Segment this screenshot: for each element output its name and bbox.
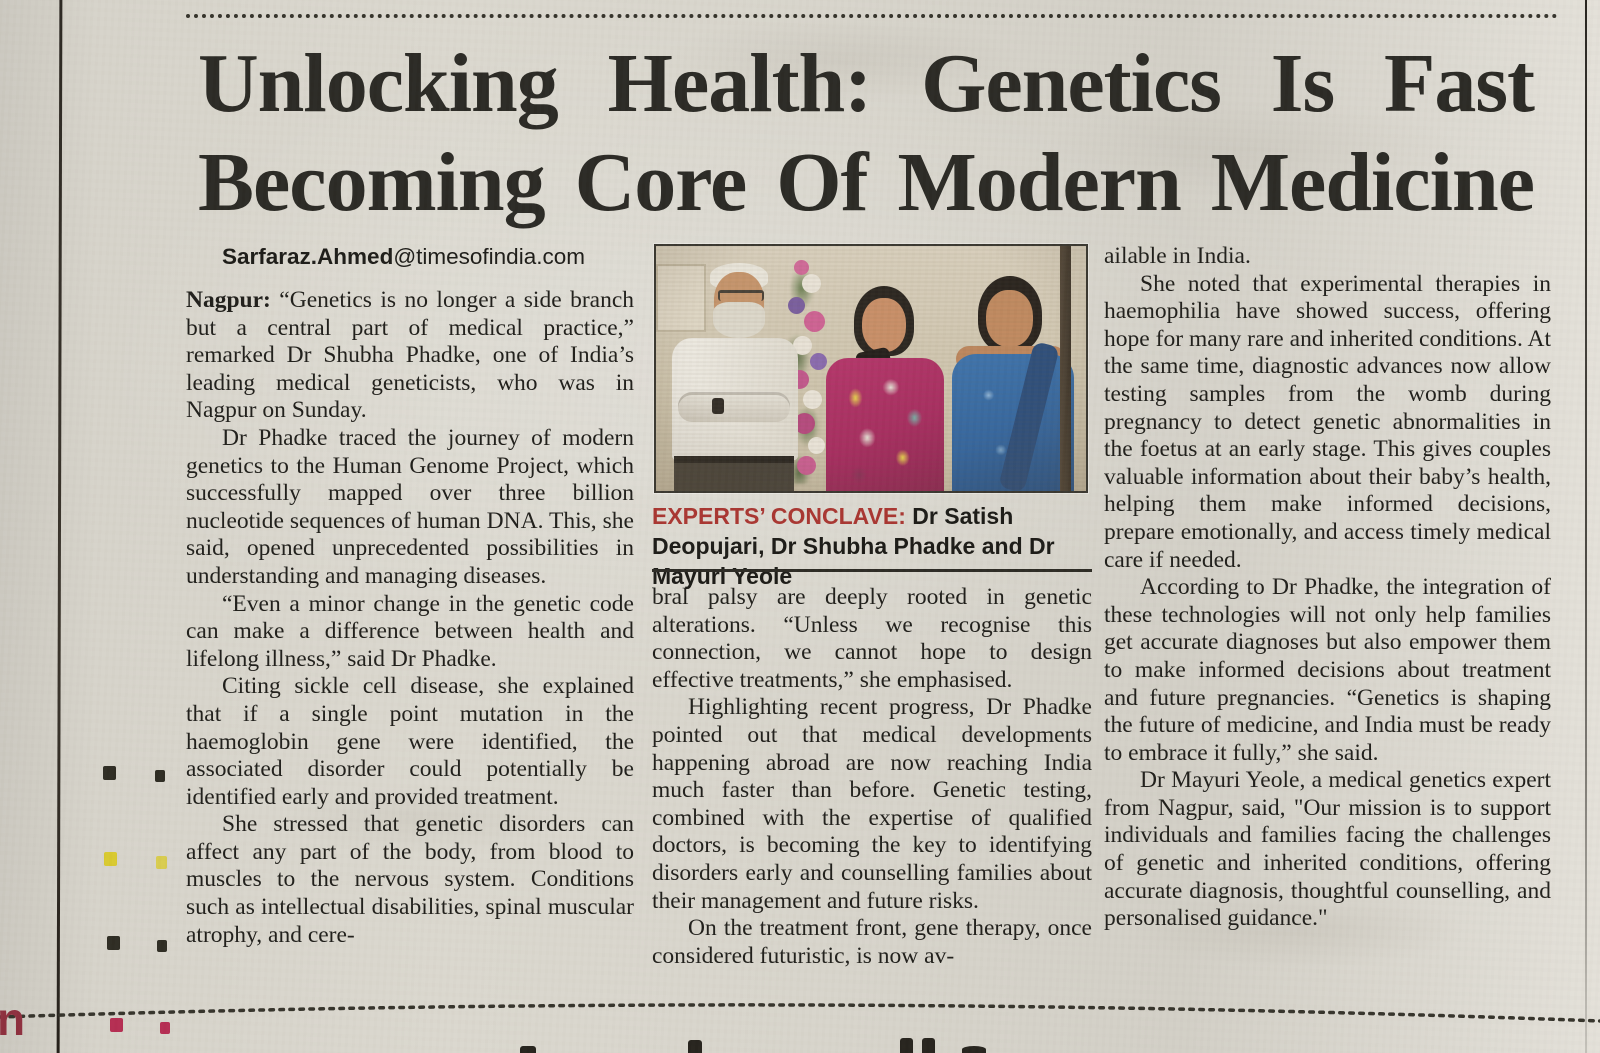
paragraph: Highlighting recent progress, Dr Phadke …: [652, 694, 1092, 914]
paragraph: According to Dr Phadke, the integration …: [1104, 574, 1551, 766]
photo-caption: EXPERTS’ CONCLAVE: Dr Satish Deopujari, …: [652, 501, 1092, 591]
page-fold-line: [56, 0, 63, 1053]
byline-email-domain: @timesofindia.com: [393, 244, 585, 269]
man-figure-beard: [713, 302, 765, 338]
article-column-1: Nagpur: “Genetics is no longer a side br…: [186, 287, 634, 1007]
cutoff-headline-fragment: [922, 1038, 935, 1053]
headline-line-1: Unlocking Health: Genetics Is Fast: [198, 37, 1535, 130]
cutoff-headline-fragment: [688, 1040, 702, 1053]
caption-text: Dr Satish Deopujari, Dr Shubha Phadke an…: [652, 503, 1055, 589]
cutoff-headline-fragment: [520, 1046, 536, 1053]
man-figure-crossed-arms: [678, 392, 790, 422]
man-figure-glasses: [718, 290, 764, 301]
margin-letter: n: [0, 993, 26, 1045]
paragraph: Dr Phadke traced the journey of modern g…: [186, 424, 634, 589]
flower-arrangement: [794, 260, 809, 275]
byline: Sarfaraz.Ahmed@timesofindia.com: [222, 244, 642, 270]
paragraph: Nagpur: “Genetics is no longer a side br…: [186, 287, 634, 424]
headline: Unlocking Health: Genetics Is Fast Becom…: [198, 34, 1535, 232]
center-woman-saree: [826, 358, 944, 491]
dateline: Nagpur:: [186, 287, 271, 313]
man-figure-watch: [712, 398, 724, 414]
right-woman-face: [986, 290, 1033, 347]
registration-mark-black: [107, 936, 120, 950]
photo-grain-overlay: [656, 246, 1086, 491]
paragraph: She stressed that genetic disorders can …: [186, 811, 634, 948]
registration-mark-black: [157, 940, 167, 952]
article-column-2: bral palsy are deeply rooted in genetic …: [652, 584, 1092, 1006]
registration-mark-yellow: [156, 856, 167, 869]
man-figure-trousers: [674, 460, 794, 491]
paragraph: bral palsy are deeply rooted in genetic …: [652, 584, 1092, 693]
byline-author: Sarfaraz.Ahmed: [222, 244, 394, 269]
registration-mark-black: [155, 770, 165, 782]
registration-mark-black: [103, 766, 116, 780]
photo-window-frame: [656, 264, 706, 332]
paragraph: Dr Mayuri Yeole, a medical genetics expe…: [1104, 767, 1551, 932]
center-woman-face: [862, 298, 906, 352]
headline-line-2: Becoming Core Of Modern Medicine: [198, 136, 1535, 229]
news-photo: [654, 244, 1088, 493]
caption-divider: [652, 569, 1092, 572]
paragraph: Citing sickle cell disease, she explaine…: [186, 673, 634, 810]
registration-mark-yellow: [104, 852, 117, 866]
column-rule-right: [1585, 0, 1587, 1053]
registration-mark-crimson: [110, 1018, 123, 1032]
paragraph: She noted that experimental therapies in…: [1104, 270, 1551, 573]
article-column-3: ailable in India. She noted that experim…: [1104, 243, 1551, 1005]
registration-mark-crimson: [160, 1022, 170, 1034]
bottom-dotted-border: [0, 1003, 1600, 1023]
photo-pole: [1060, 246, 1071, 491]
top-dotted-border: [186, 14, 1558, 18]
paragraph: “Even a minor change in the genetic code…: [186, 590, 634, 672]
paragraph: ailable in India.: [1104, 243, 1251, 269]
paragraph: On the treatment front, gene therapy, on…: [652, 915, 1092, 969]
caption-kicker: EXPERTS’ CONCLAVE:: [652, 503, 906, 529]
cutoff-headline-fragment: [900, 1038, 913, 1053]
man-figure-belt: [674, 456, 794, 463]
cutoff-headline-fragment: [962, 1046, 986, 1053]
